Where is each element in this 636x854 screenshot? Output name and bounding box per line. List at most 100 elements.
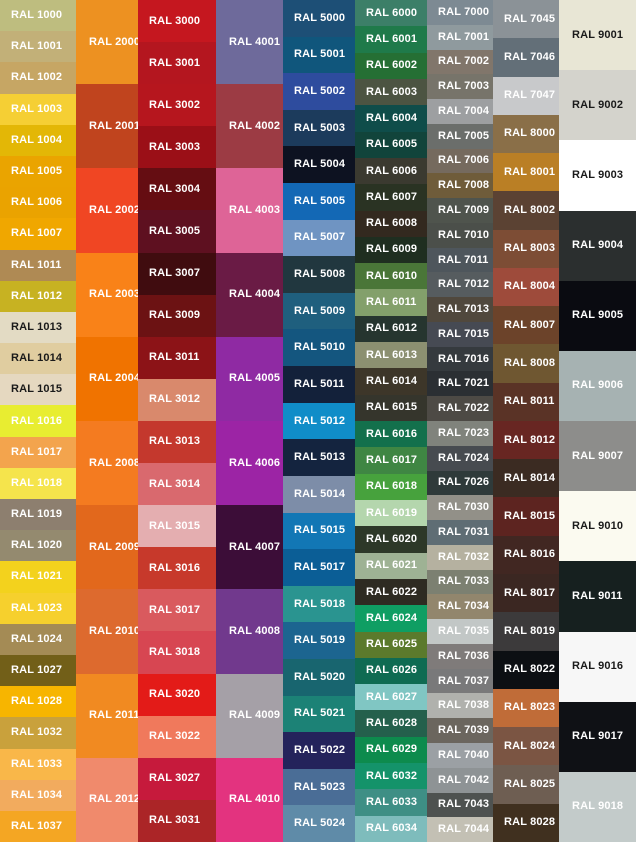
colour-swatch[interactable]: RAL 7009 [427,198,493,223]
colour-swatch[interactable]: RAL 8007 [493,306,559,345]
colour-swatch[interactable]: RAL 6008 [355,210,427,237]
colour-swatch[interactable]: RAL 7026 [427,470,493,496]
colour-swatch[interactable]: RAL 8014 [493,459,559,498]
colour-swatch[interactable]: RAL 9018 [559,771,636,843]
colour-swatch[interactable]: RAL 5000 [283,0,355,37]
colour-swatch[interactable]: RAL 8008 [493,344,559,383]
colour-swatch[interactable]: RAL 2009 [76,505,138,590]
colour-swatch[interactable]: RAL 7005 [427,123,493,149]
colour-swatch[interactable]: RAL 7000 [427,0,493,25]
colour-swatch[interactable]: RAL 3031 [138,799,216,842]
colour-swatch[interactable]: RAL 9017 [559,701,636,772]
colour-swatch[interactable]: RAL 3016 [138,547,216,590]
colour-swatch[interactable]: RAL 7040 [427,742,493,768]
colour-swatch[interactable]: RAL 7015 [427,321,493,347]
colour-swatch[interactable]: RAL 8012 [493,420,559,460]
colour-swatch[interactable]: RAL 4001 [216,0,283,85]
colour-swatch[interactable]: RAL 1028 [0,686,76,718]
colour-swatch[interactable]: RAL 1002 [0,62,76,94]
colour-swatch[interactable]: RAL 7006 [427,148,493,174]
colour-swatch[interactable]: RAL 6029 [355,736,427,764]
colour-swatch[interactable]: RAL 5010 [283,329,355,367]
colour-swatch[interactable]: RAL 7023 [427,421,493,446]
colour-swatch[interactable]: RAL 7043 [427,792,493,818]
colour-swatch[interactable]: RAL 1019 [0,499,76,531]
colour-swatch[interactable]: RAL 6027 [355,684,427,711]
colour-swatch[interactable]: RAL 9003 [559,140,636,211]
colour-swatch[interactable]: RAL 8028 [493,803,559,842]
colour-swatch[interactable]: RAL 7045 [493,0,559,39]
colour-swatch[interactable]: RAL 5018 [283,585,355,623]
colour-swatch[interactable]: RAL 7001 [427,24,493,50]
colour-swatch[interactable]: RAL 8011 [493,382,559,421]
colour-swatch[interactable]: RAL 7021 [427,371,493,397]
colour-swatch[interactable]: RAL 7039 [427,718,493,743]
colour-swatch[interactable]: RAL 3003 [138,126,216,169]
colour-swatch[interactable]: RAL 3020 [138,673,216,716]
colour-swatch[interactable]: RAL 8016 [493,535,559,574]
colour-swatch[interactable]: RAL 7016 [427,346,493,372]
colour-swatch[interactable]: RAL 4010 [216,757,283,843]
colour-swatch[interactable]: RAL 6026 [355,657,427,685]
colour-swatch[interactable]: RAL 5013 [283,439,355,476]
colour-swatch[interactable]: RAL 7013 [427,297,493,322]
colour-swatch[interactable]: RAL 5020 [283,658,355,696]
colour-swatch[interactable]: RAL 8024 [493,727,559,766]
colour-swatch[interactable]: RAL 6024 [355,605,427,632]
colour-swatch[interactable]: RAL 2011 [76,673,138,758]
colour-swatch[interactable]: RAL 7034 [427,594,493,620]
colour-swatch[interactable]: RAL 1017 [0,436,76,468]
colour-swatch[interactable]: RAL 1032 [0,717,76,749]
colour-swatch[interactable]: RAL 6018 [355,473,427,500]
colour-swatch[interactable]: RAL 6005 [355,131,427,158]
colour-swatch[interactable]: RAL 3004 [138,168,216,211]
colour-swatch[interactable]: RAL 3012 [138,378,216,421]
colour-swatch[interactable]: RAL 6022 [355,578,427,606]
colour-swatch[interactable]: RAL 3014 [138,463,216,506]
colour-swatch[interactable]: RAL 6009 [355,236,427,264]
colour-swatch[interactable]: RAL 1005 [0,155,76,188]
colour-swatch[interactable]: RAL 1024 [0,623,76,655]
colour-swatch[interactable]: RAL 4002 [216,84,283,169]
colour-swatch[interactable]: RAL 3000 [138,0,216,43]
colour-swatch[interactable]: RAL 3005 [138,210,216,253]
colour-swatch[interactable]: RAL 3001 [138,42,216,85]
colour-swatch[interactable]: RAL 1012 [0,280,76,312]
colour-swatch[interactable]: RAL 8017 [493,573,559,613]
colour-swatch[interactable]: RAL 8002 [493,191,559,230]
colour-swatch[interactable]: RAL 9001 [559,0,636,71]
colour-swatch[interactable]: RAL 7003 [427,74,493,100]
colour-swatch[interactable]: RAL 7032 [427,544,493,570]
colour-swatch[interactable]: RAL 7044 [427,817,493,843]
colour-swatch[interactable]: RAL 5012 [283,402,355,440]
colour-swatch[interactable]: RAL 8022 [493,650,559,689]
colour-swatch[interactable]: RAL 1018 [0,467,76,499]
colour-swatch[interactable]: RAL 6013 [355,342,427,369]
colour-swatch[interactable]: RAL 5024 [283,805,355,843]
colour-swatch[interactable]: RAL 2001 [76,84,138,169]
colour-swatch[interactable]: RAL 1006 [0,187,76,219]
colour-swatch[interactable]: RAL 9016 [559,631,636,702]
colour-swatch[interactable]: RAL 7031 [427,520,493,545]
colour-swatch[interactable]: RAL 6033 [355,789,427,816]
colour-swatch[interactable]: RAL 5019 [283,622,355,659]
colour-swatch[interactable]: RAL 7036 [427,643,493,669]
colour-swatch[interactable]: RAL 5005 [283,183,355,220]
colour-swatch[interactable]: RAL 2000 [76,0,138,85]
colour-swatch[interactable]: RAL 5023 [283,768,355,806]
colour-swatch[interactable]: RAL 4009 [216,673,283,758]
colour-swatch[interactable]: RAL 5022 [283,732,355,769]
colour-swatch[interactable]: RAL 5014 [283,475,355,513]
colour-swatch[interactable]: RAL 1016 [0,405,76,437]
colour-swatch[interactable]: RAL 9006 [559,350,636,422]
colour-swatch[interactable]: RAL 7033 [427,569,493,595]
colour-swatch[interactable]: RAL 1034 [0,779,76,811]
colour-swatch[interactable]: RAL 1001 [0,31,76,63]
colour-swatch[interactable]: RAL 4006 [216,421,283,506]
colour-swatch[interactable]: RAL 3018 [138,631,216,674]
colour-swatch[interactable]: RAL 5021 [283,695,355,733]
colour-swatch[interactable]: RAL 6017 [355,447,427,474]
colour-swatch[interactable]: RAL 3015 [138,505,216,548]
colour-swatch[interactable]: RAL 4005 [216,336,283,422]
colour-swatch[interactable]: RAL 6015 [355,394,427,421]
